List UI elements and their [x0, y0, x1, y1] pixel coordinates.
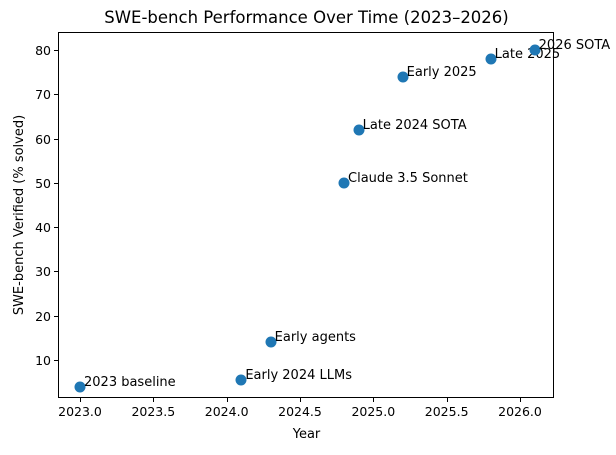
x-axis-tick	[153, 398, 155, 402]
data-point-label: Early agents	[274, 330, 356, 346]
y-axis-tick	[54, 227, 58, 229]
x-axis-tick	[80, 398, 81, 402]
data-point-marker	[235, 374, 247, 386]
x-axis-tick-label: 2025.5	[424, 404, 469, 419]
y-axis-tick-label: 50	[35, 175, 51, 191]
y-axis-tick	[54, 94, 58, 96]
data-point-marker	[529, 44, 541, 56]
y-axis-tick-label: 80	[35, 43, 51, 58]
y-axis-tick	[54, 182, 58, 184]
y-axis-tick-label: 20	[35, 308, 51, 324]
x-axis-tick-label: 2023.0	[58, 404, 102, 419]
data-point-label: Early 2024 LLMs	[245, 367, 352, 383]
x-axis-tick	[300, 398, 301, 402]
x-axis-tick	[373, 398, 375, 402]
y-axis-tick	[54, 315, 58, 317]
y-axis-tick-label: 10	[35, 352, 51, 368]
x-axis-label: Year	[292, 427, 321, 442]
x-axis-tick-label: 2024.0	[204, 404, 249, 419]
data-point-marker	[397, 71, 409, 83]
data-point-label: Claude 3.5 Sonnet	[348, 170, 468, 186]
plot-area	[58, 32, 554, 398]
data-point-marker	[265, 336, 277, 348]
data-point-marker	[338, 177, 350, 189]
data-point-label: Late 2025	[494, 46, 561, 62]
y-axis-tick	[54, 271, 58, 273]
y-axis-tick-label: 30	[35, 264, 51, 280]
x-axis-tick-label: 2024.5	[278, 404, 322, 419]
y-axis-tick-label: 60	[35, 131, 51, 147]
y-axis-tick-label: 70	[35, 87, 51, 103]
x-axis-tick-label: 2023.5	[131, 404, 176, 419]
data-point-label: Late 2024 SOTA	[362, 117, 467, 133]
chart-title: SWE-bench Performance Over Time (2023–20…	[104, 8, 509, 27]
data-point-label: Early 2025	[406, 64, 477, 80]
data-point-label: 2023 baseline	[84, 374, 176, 390]
y-axis-tick	[54, 359, 58, 361]
y-axis-tick	[54, 50, 58, 51]
x-axis-tick	[226, 398, 228, 402]
data-point-marker	[485, 53, 497, 65]
x-axis-tick	[446, 398, 448, 402]
y-axis-tick-label: 40	[35, 220, 51, 236]
data-point-marker	[353, 124, 365, 136]
x-axis-tick	[520, 398, 521, 402]
x-axis-tick-label: 2025.0	[351, 404, 396, 419]
y-axis-tick	[54, 138, 58, 140]
x-axis-tick-label: 2026.0	[498, 404, 542, 419]
data-point-marker	[74, 381, 86, 393]
data-point-label: 2026 SOTA	[538, 38, 611, 53]
